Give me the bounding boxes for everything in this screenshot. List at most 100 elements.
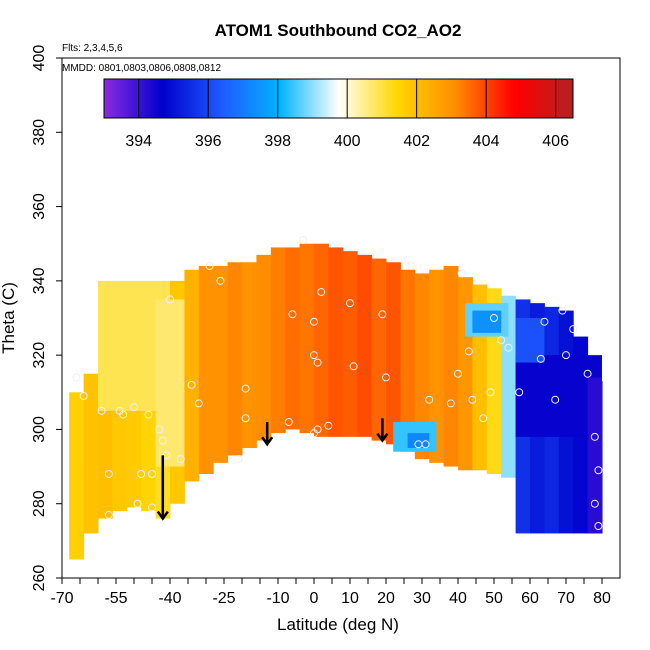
sample-point <box>407 262 416 270</box>
sample-point <box>349 362 358 371</box>
heatmap-column <box>227 262 243 456</box>
sample-point <box>310 351 318 360</box>
heatmap-column <box>414 273 430 460</box>
sample-point <box>490 314 498 322</box>
sample-point <box>479 414 488 423</box>
x-tick-label: 40 <box>449 590 467 607</box>
sample-point <box>241 384 250 393</box>
sample-point <box>119 410 128 419</box>
colorbar-tick-label: 396 <box>195 133 222 150</box>
sample-point <box>504 343 513 352</box>
heatmap-column <box>328 247 344 437</box>
heatmap-column <box>299 243 315 434</box>
y-tick-label: 340 <box>31 267 48 294</box>
heatmap-column <box>285 247 301 430</box>
heatmap-patch <box>472 310 502 333</box>
sample-point <box>457 269 466 278</box>
heatmap-column <box>256 254 272 441</box>
heatmap-column <box>198 266 214 474</box>
chart-title: ATOM1 Southbound CO2_AO2 <box>215 21 462 40</box>
sample-point <box>72 373 81 382</box>
sample-point <box>205 262 214 270</box>
colorbar-tick-label: 398 <box>264 133 291 150</box>
arrow-marker <box>376 418 389 443</box>
sample-point <box>378 310 387 319</box>
heatmap-column <box>314 243 329 437</box>
heatmap-patch <box>587 377 602 534</box>
sample-point <box>288 310 297 319</box>
colorbar-tick-label: 406 <box>542 133 569 150</box>
sample-point <box>216 276 225 285</box>
heatmap-column <box>242 262 257 448</box>
sample-point <box>382 373 390 382</box>
heatmap-patch <box>155 299 185 467</box>
heatmap-column <box>386 262 401 445</box>
y-tick-label: 300 <box>31 416 48 443</box>
flights-note: Flts: 2,3,4,5,6 <box>62 43 123 54</box>
y-tick-label: 360 <box>31 193 48 220</box>
sample-point <box>313 425 322 434</box>
heatmap-column <box>443 266 459 467</box>
sample-point <box>148 503 156 512</box>
heatmap-field <box>69 243 603 560</box>
x-tick-label: 0 <box>310 590 319 607</box>
sample-point <box>558 306 567 315</box>
heatmap-column <box>184 269 200 482</box>
y-tick-label: 400 <box>31 45 48 72</box>
x-tick-label: 50 <box>485 590 503 607</box>
sample-point <box>144 410 153 419</box>
heatmap-column <box>342 251 358 437</box>
x-tick-label: -40 <box>158 590 181 607</box>
x-tick-label: -25 <box>212 590 235 607</box>
sample-point <box>551 395 560 404</box>
sample-points <box>72 236 603 530</box>
sample-point <box>569 325 578 334</box>
sample-point <box>166 295 174 304</box>
x-tick-label: 20 <box>377 590 395 607</box>
sample-point <box>130 403 138 412</box>
dates-note: MMDD: 0801,0803,0806,0808,0812 <box>62 63 221 74</box>
x-axis-label: Latitude (deg N) <box>277 615 399 634</box>
y-tick-label: 260 <box>31 565 48 592</box>
y-tick-label: 380 <box>31 119 48 146</box>
sample-point <box>421 440 430 449</box>
sample-point <box>313 358 322 367</box>
sample-point <box>79 392 88 400</box>
sample-point <box>468 395 477 404</box>
sample-point <box>583 369 592 378</box>
sample-point <box>594 522 603 530</box>
sample-point <box>310 317 318 326</box>
sample-point <box>590 432 599 441</box>
sample-point <box>317 288 326 296</box>
sample-point <box>234 455 243 464</box>
sample-point <box>324 421 333 430</box>
colorbar-tick-label: 402 <box>403 133 430 150</box>
colorbar-tick-label: 404 <box>473 133 500 150</box>
sample-point <box>241 414 250 423</box>
heatmap-column <box>429 269 445 463</box>
y-axis-label: Theta (C) <box>0 282 18 354</box>
sample-point <box>346 299 354 308</box>
heatmap-column <box>83 373 99 534</box>
x-tick-label: 70 <box>557 590 575 607</box>
sample-point <box>155 425 164 434</box>
sample-point <box>497 336 506 345</box>
sample-point <box>104 510 113 519</box>
sample-point <box>486 388 495 397</box>
sample-point <box>137 470 146 478</box>
heatmap-column <box>213 266 229 463</box>
y-tick-label: 320 <box>31 342 48 369</box>
sample-point <box>299 236 308 244</box>
heatmap-column <box>270 247 286 434</box>
sample-point <box>133 499 142 508</box>
colorbar-ticks: 394 396 398 400 402 404 406 <box>125 79 569 150</box>
arrow-marker <box>156 455 169 521</box>
sample-point <box>446 399 455 408</box>
sample-point <box>148 470 156 478</box>
sample-point <box>594 466 603 475</box>
x-tick-label: 60 <box>521 590 539 607</box>
x-tick-label: 30 <box>413 590 431 607</box>
sample-point <box>562 351 570 360</box>
sample-point <box>464 347 473 356</box>
